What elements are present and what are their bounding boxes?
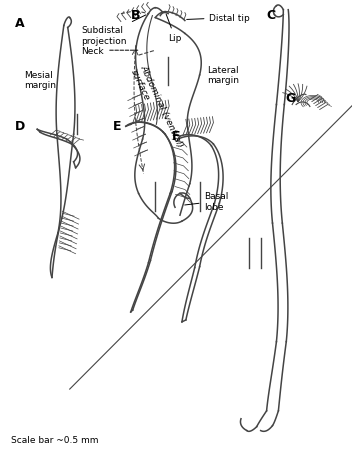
Text: Lateral
margin: Lateral margin — [208, 66, 240, 85]
Text: E: E — [113, 120, 121, 133]
Text: A: A — [15, 17, 24, 30]
Text: Lip: Lip — [166, 15, 182, 44]
Text: Scale bar ~0.5 mm: Scale bar ~0.5 mm — [11, 436, 98, 444]
Text: Subdistal
projection: Subdistal projection — [82, 16, 146, 46]
Text: Abdominal (ventral)
surface: Abdominal (ventral) surface — [129, 64, 184, 153]
Text: F: F — [172, 130, 181, 143]
Text: B: B — [131, 9, 140, 22]
Text: D: D — [15, 120, 25, 133]
Text: G: G — [285, 92, 295, 105]
Text: C: C — [267, 9, 276, 22]
Text: Mesial
margin: Mesial margin — [24, 71, 56, 90]
Text: Neck: Neck — [82, 47, 138, 56]
Text: Distal tip: Distal tip — [187, 14, 250, 23]
Text: Basal
lobe: Basal lobe — [185, 192, 229, 212]
